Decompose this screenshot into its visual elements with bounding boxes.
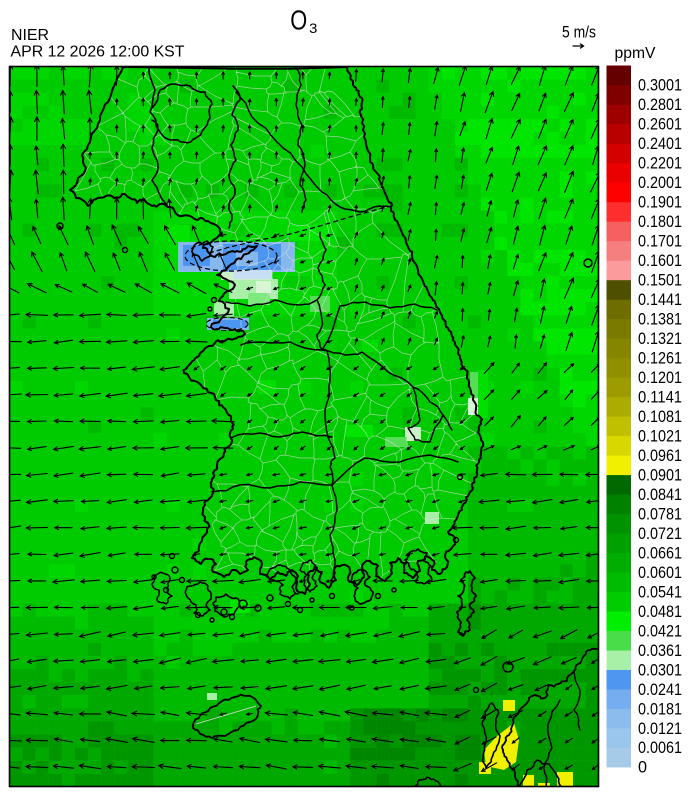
svg-text:0.0601: 0.0601 <box>638 564 682 582</box>
svg-text:0.1901: 0.1901 <box>638 194 682 212</box>
svg-text:3: 3 <box>309 21 317 37</box>
svg-text:NIER: NIER <box>11 27 49 44</box>
svg-text:0.2201: 0.2201 <box>638 155 682 173</box>
svg-text:5 m/s: 5 m/s <box>562 23 596 42</box>
svg-text:0.0961: 0.0961 <box>638 447 682 465</box>
svg-text:0.0481: 0.0481 <box>638 603 682 621</box>
svg-text:0.0361: 0.0361 <box>638 642 682 660</box>
svg-text:APR 12 2026 12:00 KST: APR 12 2026 12:00 KST <box>11 44 186 61</box>
svg-text:0.0421: 0.0421 <box>638 622 682 640</box>
svg-text:0.2401: 0.2401 <box>638 135 682 153</box>
svg-text:0.1021: 0.1021 <box>638 427 682 445</box>
svg-text:0.1501: 0.1501 <box>638 272 682 290</box>
svg-text:0.1201: 0.1201 <box>638 369 682 387</box>
svg-text:0.3001: 0.3001 <box>638 77 682 95</box>
svg-text:0.1601: 0.1601 <box>638 252 682 270</box>
svg-text:0.2001: 0.2001 <box>638 174 682 192</box>
svg-text:0.1801: 0.1801 <box>638 213 682 231</box>
svg-text:0.1321: 0.1321 <box>638 330 682 348</box>
svg-text:0.1441: 0.1441 <box>638 291 682 309</box>
svg-text:0.1081: 0.1081 <box>638 408 682 426</box>
svg-text:0.0181: 0.0181 <box>638 700 682 718</box>
svg-text:0.1141: 0.1141 <box>638 388 682 406</box>
svg-text:0.0061: 0.0061 <box>638 739 682 757</box>
svg-text:0.2601: 0.2601 <box>638 116 682 134</box>
svg-text:0.0541: 0.0541 <box>638 583 682 601</box>
svg-text:0.0901: 0.0901 <box>638 466 682 484</box>
svg-text:0.0301: 0.0301 <box>638 661 682 679</box>
svg-text:0: 0 <box>638 759 647 777</box>
svg-text:0.0241: 0.0241 <box>638 681 682 699</box>
svg-text:O: O <box>290 5 307 36</box>
svg-text:ppmV: ppmV <box>615 45 657 62</box>
svg-text:0.0841: 0.0841 <box>638 486 682 504</box>
svg-text:0.0781: 0.0781 <box>638 505 682 523</box>
svg-text:0.1701: 0.1701 <box>638 233 682 251</box>
svg-text:0.2801: 0.2801 <box>638 96 682 114</box>
svg-text:0.1381: 0.1381 <box>638 311 682 329</box>
svg-text:0.0661: 0.0661 <box>638 544 682 562</box>
svg-text:0.0121: 0.0121 <box>638 720 682 738</box>
svg-text:0.0721: 0.0721 <box>638 525 682 543</box>
svg-text:0.1261: 0.1261 <box>638 349 682 367</box>
